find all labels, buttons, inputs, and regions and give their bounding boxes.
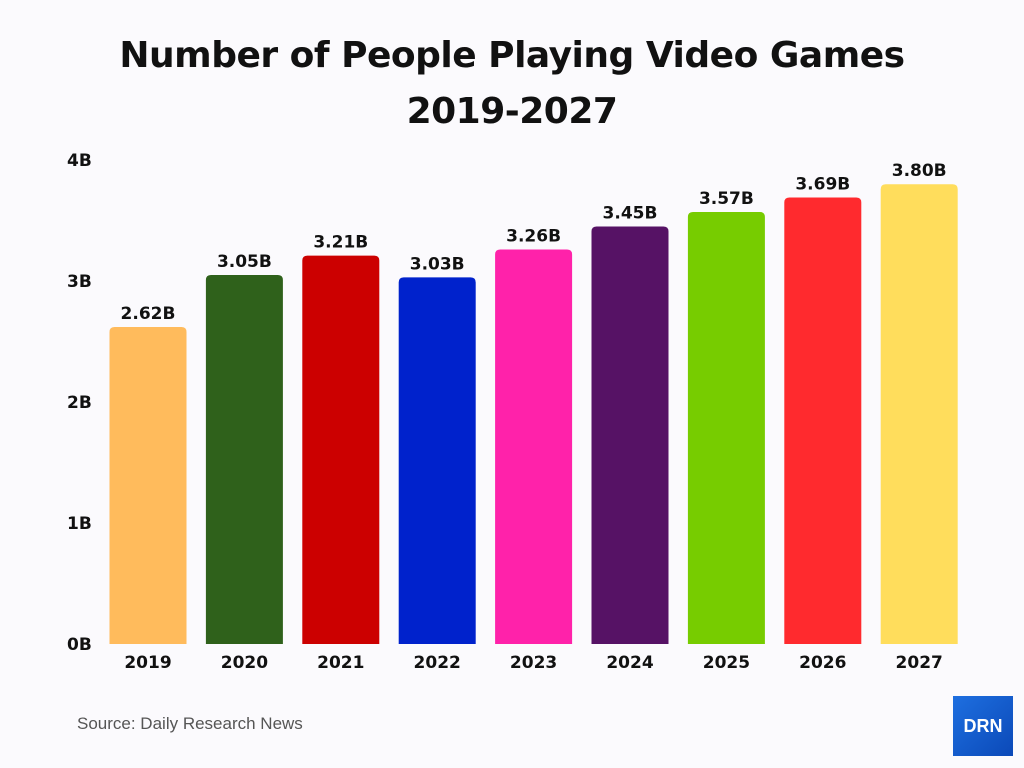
x-tick-label: 2025 [703,653,750,673]
drn-logo: DRN [953,696,1013,756]
x-tick-label: 2019 [124,653,171,673]
bar-2026 [784,197,862,644]
y-tick-label: 0B [67,635,92,655]
data-label: 3.69B [795,175,850,195]
bar-2022 [398,277,476,644]
y-tick-label: 1B [67,514,92,534]
bar-2025 [687,212,765,644]
bar-2019 [109,326,187,644]
data-label: 3.03B [410,254,465,274]
y-tick-label: 2B [67,393,92,413]
y-tick-label: 4B [67,151,92,171]
data-label: 3.45B [603,204,658,224]
data-label: 3.05B [217,252,272,272]
data-label: 3.21B [313,233,368,253]
y-tick-label: 3B [67,272,92,292]
data-label: 3.57B [699,189,754,209]
x-tick-label: 2021 [317,653,364,673]
bar-2021 [302,255,380,644]
chart-title-line1: Number of People Playing Video Games [119,35,905,76]
data-label: 3.26B [506,227,561,247]
x-tick-label: 2024 [606,653,653,673]
bar-2024 [591,226,669,645]
bar-2027 [880,184,958,644]
x-tick-label: 2020 [221,653,268,673]
chart-title-line2: 2019-2027 [406,91,618,132]
data-label: 2.62B [121,304,176,324]
x-tick-label: 2026 [799,653,846,673]
bar-2020 [205,274,283,644]
source-note: Source: Daily Research News [77,714,303,733]
data-label: 3.80B [892,161,947,181]
x-tick-label: 2027 [896,653,943,673]
x-tick-label: 2022 [414,653,461,673]
x-tick-label: 2023 [510,653,557,673]
bar-2023 [495,249,573,645]
chart-title: Number of People Playing Video Games 201… [0,28,1024,140]
